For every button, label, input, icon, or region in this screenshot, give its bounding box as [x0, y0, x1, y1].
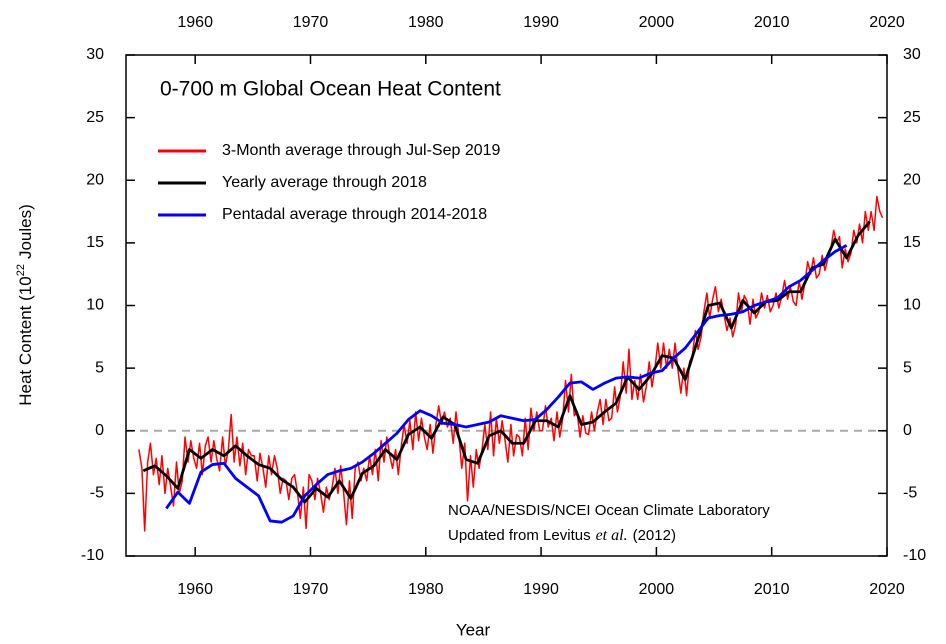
x-tick-label: 2000 [639, 14, 675, 31]
x-tick-label: 2000 [639, 581, 675, 598]
y-tick-label: 15 [86, 234, 104, 251]
x-tick-label: 1990 [523, 581, 559, 598]
chart-title: 0-700 m Global Ocean Heat Content [160, 78, 501, 101]
y-tick-label: 15 [903, 234, 921, 251]
y-axis-title: Heat Content (1022 Joules) [15, 204, 36, 406]
y-tick-label: 25 [903, 109, 921, 126]
data-line [142, 220, 871, 504]
x-tick-label: 2020 [869, 14, 905, 31]
y-tick-label: 5 [903, 359, 912, 376]
y-tick-label: 25 [86, 109, 104, 126]
y-tick-label: -5 [903, 485, 917, 502]
y-tick-label: 20 [86, 171, 104, 188]
annotation-text: (2012) [633, 527, 676, 544]
y-axis-title-text: Heat Content (10 [16, 276, 35, 405]
legend-label: Pentadal average through 2014-2018 [222, 206, 487, 223]
y-tick-label: 5 [95, 359, 104, 376]
y-axis-title-superscript: 22 [15, 264, 27, 276]
annotation-italic: et al. [596, 527, 628, 544]
y-tick-label: 10 [86, 297, 104, 314]
annotation: NOAA/NESDIS/NCEI Ocean Climate Laborator… [448, 502, 770, 519]
y-tick-label: 20 [903, 171, 921, 188]
x-tick-label: 1970 [293, 581, 329, 598]
x-tick-label: 2010 [754, 581, 790, 598]
data-line [138, 195, 884, 532]
y-tick-label: -10 [903, 547, 926, 564]
y-tick-label: 0 [903, 422, 912, 439]
x-tick-label: 1970 [293, 14, 329, 31]
y-axis-title-suffix: Joules) [16, 204, 35, 259]
annotation: Updated from Levitus et al. (2012) [448, 527, 676, 544]
x-axis-title: Year [456, 620, 491, 639]
y-tick-label: -5 [90, 485, 104, 502]
x-tick-label: 2020 [869, 581, 905, 598]
x-tick-label: 2010 [754, 14, 790, 31]
x-tick-label: 1980 [408, 581, 444, 598]
legend-label: Yearly average through 2018 [222, 174, 427, 191]
x-tick-label: 1990 [523, 14, 559, 31]
annotation-text: Updated from Levitus [448, 527, 591, 544]
y-tick-label: 10 [903, 297, 921, 314]
x-tick-label: 1960 [177, 14, 213, 31]
x-tick-label: 1960 [177, 581, 213, 598]
y-tick-label: 30 [86, 46, 104, 63]
y-tick-label: 0 [95, 422, 104, 439]
legend-label: 3-Month average through Jul-Sep 2019 [222, 142, 501, 159]
data-line [165, 244, 848, 524]
y-tick-label: 30 [903, 46, 921, 63]
x-tick-label: 1980 [408, 14, 444, 31]
y-tick-label: -10 [81, 547, 104, 564]
